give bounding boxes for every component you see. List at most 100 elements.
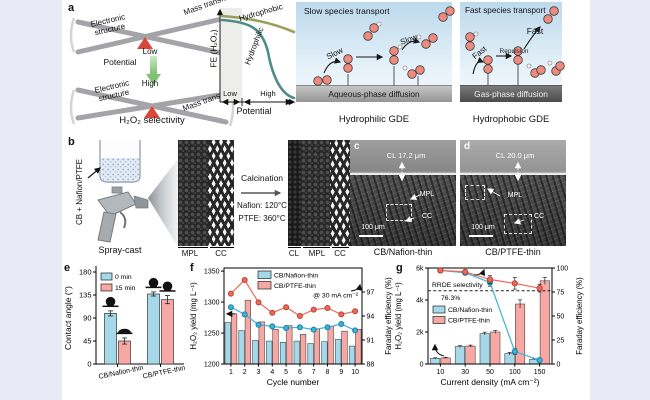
text-shape: 6k bbox=[416, 266, 424, 273]
circle-shape bbox=[363, 31, 373, 41]
line-marker bbox=[437, 267, 444, 274]
spray-cast-label: Spray-cast bbox=[98, 245, 142, 255]
text-shape: CB/PTFE-thin bbox=[448, 318, 490, 325]
circle-shape bbox=[402, 65, 408, 71]
o2-molecule-icon bbox=[526, 63, 546, 78]
s2-mpl-label: MPL bbox=[308, 249, 326, 258]
line-marker bbox=[283, 304, 290, 311]
o2-molecule-icon bbox=[402, 65, 425, 79]
fulcrum-triangle-icon bbox=[137, 37, 153, 49]
sem-image-cb-nafion: c CL 17.2 μm MPL CC 100 μm bbox=[350, 140, 456, 246]
mpl-underline bbox=[178, 247, 208, 248]
line-shape bbox=[75, 15, 229, 55]
text-shape: Faraday efficiency (%) bbox=[384, 277, 393, 355]
sem-image-cb-ptfe: d CL 20.0 μm MPL CC 100 μm bbox=[460, 140, 566, 246]
current-density-chart: RRDE selectivity 76.3% 0 2k 4k 6k 0 25 50 75 100 10… bbox=[394, 266, 584, 388]
bar bbox=[252, 340, 259, 365]
circle-shape bbox=[415, 65, 425, 75]
sketch-y-axis-label: FE (H₂O₂) bbox=[208, 29, 219, 68]
bar bbox=[231, 313, 238, 365]
text-shape: 4k bbox=[416, 298, 424, 305]
legend-swatch bbox=[100, 272, 113, 281]
o2-molecule-icon bbox=[389, 44, 403, 65]
legend-swatch bbox=[432, 316, 446, 324]
text-shape: CB/PTFE-thin bbox=[274, 283, 316, 290]
circle-shape bbox=[483, 64, 493, 74]
line-marker bbox=[227, 304, 234, 311]
mpl-annotation: MPL bbox=[419, 191, 435, 198]
text-shape: @ 30 mA cm⁻² bbox=[313, 293, 359, 300]
circle-shape bbox=[536, 65, 546, 75]
text-shape: 0 min bbox=[115, 274, 132, 281]
mpl-layer bbox=[301, 140, 330, 246]
line-marker bbox=[310, 306, 317, 313]
text-shape: 1350 bbox=[204, 269, 220, 276]
aqueous-diffusion-label: Aqueous-phase diffusion bbox=[328, 89, 420, 99]
path-shape bbox=[404, 216, 415, 223]
cc-dashed-box bbox=[386, 204, 412, 221]
path-shape bbox=[69, 17, 76, 53]
bar bbox=[258, 321, 265, 365]
circle-shape bbox=[513, 46, 523, 56]
text-shape: 2k bbox=[416, 330, 424, 337]
fulcrum-triangle-icon bbox=[144, 106, 160, 118]
cb-ptfe-caption: CB/PTFE-thin bbox=[485, 247, 541, 257]
path-shape bbox=[87, 167, 101, 179]
text-shape: CB/PTFE-thin bbox=[142, 365, 186, 381]
text-shape: 100 bbox=[557, 266, 569, 273]
circle-shape bbox=[389, 46, 399, 56]
line-shape bbox=[75, 19, 229, 57]
fe-line bbox=[230, 306, 356, 331]
legend-swatch bbox=[257, 281, 272, 290]
text-shape: H₂O₂ yield (mg L⁻¹) bbox=[189, 282, 198, 350]
bar bbox=[238, 330, 245, 365]
gas-diffusion-label: Gas-phase diffusion bbox=[474, 89, 548, 99]
circle-shape bbox=[465, 41, 475, 51]
bar bbox=[300, 333, 307, 365]
ink-arrow-icon bbox=[87, 167, 101, 179]
s2-cc-label: CC bbox=[334, 249, 346, 258]
text-shape: 88 bbox=[367, 362, 375, 369]
rect-shape bbox=[220, 8, 242, 102]
ptfe-temp-label: PTFE: 360°C bbox=[238, 214, 286, 223]
cc-underline bbox=[210, 247, 234, 248]
o2-molecule-icon bbox=[465, 31, 479, 51]
mpl-dashed-box bbox=[465, 185, 485, 200]
sem-c-arrows bbox=[398, 161, 421, 223]
text-shape: 0 bbox=[87, 360, 91, 369]
line-marker bbox=[241, 277, 248, 283]
mpl-underline bbox=[303, 247, 330, 248]
text-shape: 1250 bbox=[204, 331, 220, 338]
circle-shape bbox=[407, 69, 417, 79]
cl-layer bbox=[288, 140, 301, 246]
o2-molecule-icon bbox=[343, 54, 353, 73]
circle-shape bbox=[543, 14, 553, 24]
path-shape bbox=[472, 56, 485, 75]
sem-vacuum-region bbox=[460, 140, 566, 174]
text-shape: RRDE selectivity bbox=[432, 282, 483, 289]
contact-angle-droplet-icon bbox=[116, 328, 133, 335]
potential-arrow-icon bbox=[150, 56, 157, 74]
panel-a-label: a bbox=[68, 2, 75, 14]
figure-canvas: a Electronic structure Mass transfer Low… bbox=[62, 0, 590, 400]
fast-transport-title: Fast species transport bbox=[465, 6, 546, 15]
text-shape: 50 bbox=[557, 314, 565, 321]
path-shape bbox=[431, 343, 445, 357]
circle-shape bbox=[473, 31, 479, 37]
fast-label-2: Fast bbox=[526, 26, 544, 36]
path-shape bbox=[150, 283, 157, 287]
path-shape bbox=[118, 328, 131, 333]
potential-low-label: Low bbox=[142, 47, 158, 56]
hydrophobic-curve bbox=[220, 14, 296, 34]
bar bbox=[104, 313, 117, 365]
cl-surface-line bbox=[460, 173, 566, 176]
s2-cl-label: CL bbox=[288, 249, 300, 258]
sem-fiber-region bbox=[460, 175, 566, 246]
path-shape bbox=[513, 218, 525, 225]
line-marker bbox=[536, 285, 543, 292]
calcination-arrow-icon bbox=[241, 189, 282, 197]
bar bbox=[224, 322, 231, 365]
nafion-temp-label: Nafion: 120°C bbox=[237, 201, 287, 210]
ink-label: CB + Nafion/PTFE bbox=[75, 158, 84, 226]
fe-line bbox=[230, 279, 356, 317]
